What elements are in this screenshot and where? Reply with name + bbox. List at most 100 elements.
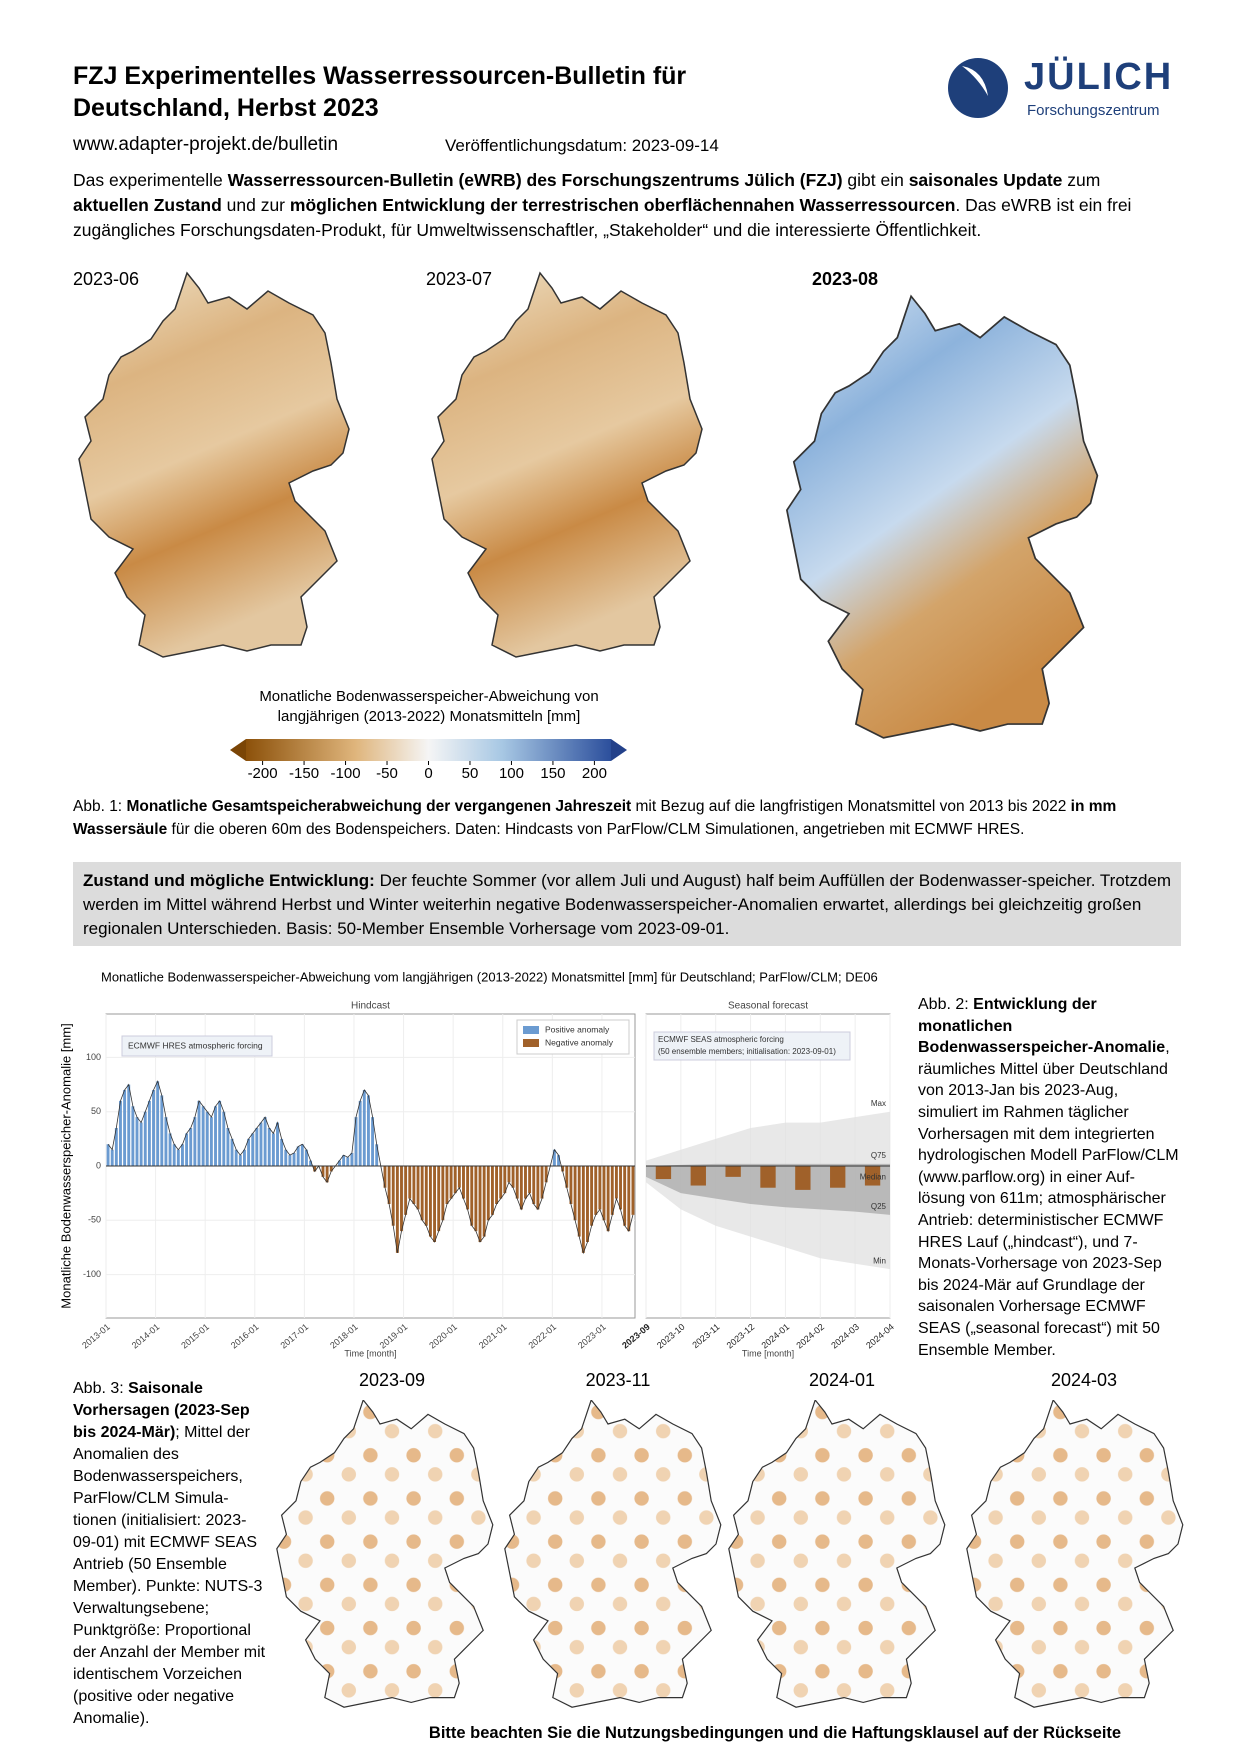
text-run: Das experimentelle xyxy=(73,170,228,190)
x-tick-label: 2014-01 xyxy=(130,1322,162,1351)
bar xyxy=(610,1166,614,1215)
bar xyxy=(243,1149,246,1166)
fig3-maps xyxy=(276,1400,1184,1708)
bar xyxy=(131,1106,135,1166)
colorbar-end xyxy=(611,739,627,761)
intro: Das experimentelle Wasserressourcen-Bull… xyxy=(73,168,1178,243)
y-tick-label: -50 xyxy=(88,1215,101,1225)
bar xyxy=(172,1144,176,1166)
bar xyxy=(441,1166,445,1221)
bar xyxy=(160,1095,164,1166)
bar xyxy=(532,1166,536,1204)
chart-title: Monatliche Bodenwasserspeicher-Abweichun… xyxy=(101,969,878,984)
map xyxy=(78,272,350,658)
fig3-caption: Abb. 3: Saisonale Vorhersagen (2023-Sep … xyxy=(73,1378,268,1730)
map-label: 2023-11 xyxy=(585,1370,651,1390)
bar xyxy=(590,1166,594,1226)
bar xyxy=(433,1166,437,1242)
median-bar xyxy=(690,1166,706,1186)
bar xyxy=(581,1166,585,1253)
bar xyxy=(515,1166,519,1199)
bar xyxy=(185,1133,189,1166)
bar xyxy=(474,1166,478,1232)
bar xyxy=(387,1166,391,1204)
y-tick-label: -100 xyxy=(83,1269,101,1279)
bar xyxy=(176,1149,180,1166)
map-label: 2023-08 xyxy=(812,269,879,289)
text-run: zum xyxy=(1062,170,1101,190)
bar xyxy=(395,1166,399,1253)
legend-swatch xyxy=(523,1026,539,1034)
legend-label: Negative anomaly xyxy=(545,1037,614,1047)
bar xyxy=(313,1166,317,1172)
bar xyxy=(288,1155,292,1166)
bar xyxy=(238,1155,242,1166)
bar xyxy=(123,1090,127,1166)
x-tick-label: 2023-11 xyxy=(690,1322,721,1350)
series-label: Q25 xyxy=(871,1202,887,1211)
bar xyxy=(445,1166,449,1204)
x-tick-label: 2021-01 xyxy=(477,1322,509,1351)
bar xyxy=(470,1166,474,1226)
colorbar-tick-label: 100 xyxy=(499,765,524,782)
title: Deutschland, Herbst 2023 xyxy=(73,94,379,122)
bar xyxy=(565,1166,569,1188)
bar xyxy=(569,1166,573,1204)
bar xyxy=(119,1100,122,1166)
text-run: Saisonale Vorhersagen (2023-Sep bis 2024… xyxy=(73,1380,250,1441)
bar xyxy=(503,1166,507,1194)
bar xyxy=(420,1166,424,1221)
bar xyxy=(346,1157,350,1166)
bar xyxy=(152,1090,155,1166)
text-run: . Das eWRB ist ein frei zugängliches For… xyxy=(73,195,1132,240)
url: www.adapter-projekt.de/bulletin xyxy=(73,134,339,155)
x-tick-label: 2022-01 xyxy=(526,1322,558,1351)
bar xyxy=(544,1166,548,1183)
text-run: Der feuchte Sommer (vor allem Juli und A… xyxy=(83,871,1172,938)
text-run: aktuellen Zustand xyxy=(73,195,222,215)
bar xyxy=(255,1128,259,1166)
median-bar xyxy=(864,1166,881,1186)
bar xyxy=(416,1166,420,1210)
bar xyxy=(490,1166,494,1215)
y-tick-label: 100 xyxy=(86,1052,101,1062)
bar xyxy=(135,1117,139,1166)
bar xyxy=(251,1133,255,1166)
bar xyxy=(408,1166,412,1199)
bar xyxy=(350,1152,354,1166)
bar xyxy=(226,1128,230,1166)
text-run: für die oberen 60m des Bodenspeichers. D… xyxy=(167,821,1025,838)
annotation: (50 ensemble members; initialisation: 20… xyxy=(658,1047,836,1056)
colorbar-tick-label: -50 xyxy=(376,765,398,782)
bar xyxy=(342,1155,346,1166)
bar xyxy=(499,1166,503,1199)
bar xyxy=(437,1166,441,1232)
bar xyxy=(536,1166,540,1210)
text-run: Monatliche Gesamtspeicherabweichung der … xyxy=(126,798,632,815)
bar xyxy=(631,1166,635,1215)
colorbar-tick-label: -150 xyxy=(289,765,319,782)
bar xyxy=(466,1166,470,1210)
series-label: Min xyxy=(873,1256,886,1265)
bar xyxy=(594,1166,598,1215)
colorbar-tick-label: 50 xyxy=(462,765,479,782)
x-tick-label: 2023-09 xyxy=(620,1322,652,1351)
x-axis-label: Time [month] xyxy=(742,1348,794,1358)
x-tick-label: 2024-01 xyxy=(760,1322,792,1351)
bar xyxy=(181,1144,184,1166)
bar xyxy=(391,1166,395,1226)
bar xyxy=(528,1166,532,1194)
map-label: 2023-07 xyxy=(426,269,493,289)
colorbar xyxy=(246,739,611,761)
bar xyxy=(218,1100,222,1166)
status-box xyxy=(73,862,1181,946)
map-label: 2024-01 xyxy=(808,1370,876,1390)
median-bar xyxy=(830,1166,846,1188)
bar xyxy=(114,1128,118,1166)
bar xyxy=(259,1122,263,1166)
bar xyxy=(234,1149,238,1166)
map-label: 2024-03 xyxy=(1050,1370,1118,1390)
bar xyxy=(449,1166,453,1199)
footer: Bitte beachten Sie die Nutzungsbedingung… xyxy=(428,1724,1122,1742)
